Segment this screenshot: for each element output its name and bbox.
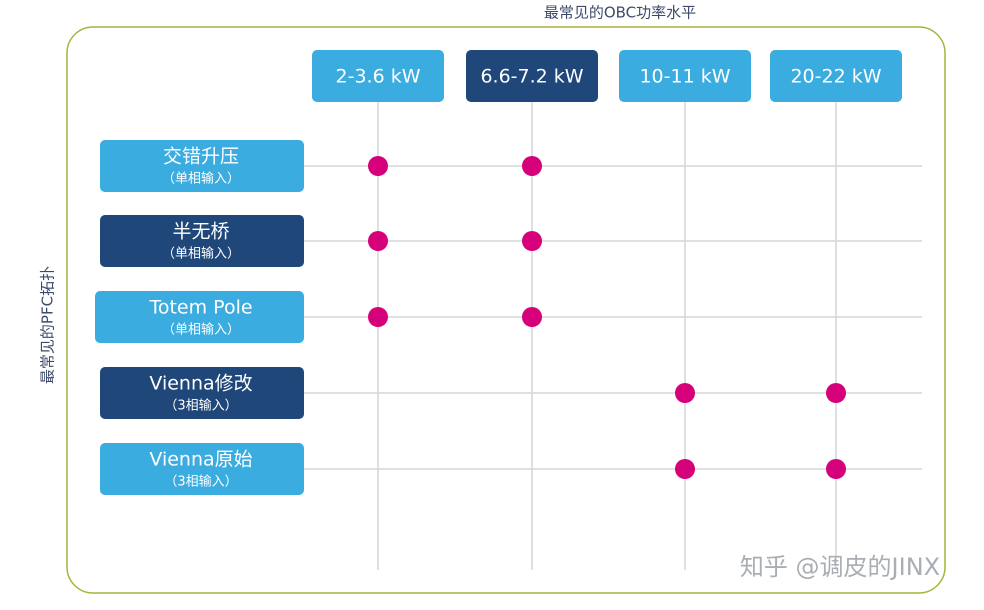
column-header [466, 50, 598, 102]
row-label: Vienna原始 [149, 449, 252, 471]
applicability-dot [368, 231, 388, 251]
frame [66, 26, 946, 594]
title: 最常见的OBC功率水平 [544, 4, 696, 22]
applicability-dot [826, 459, 846, 479]
applicability-dot [368, 156, 388, 176]
y-label: 最常见的PFC拓扑 [39, 266, 57, 384]
watermark: 知乎 @调皮的JINX [740, 553, 940, 581]
row-label: 半无桥 [172, 221, 229, 243]
row-header [100, 367, 304, 419]
row-sublabel: （单相输入） [162, 322, 240, 338]
applicability-dot [368, 307, 388, 327]
row-header [100, 215, 304, 267]
row-header [100, 140, 304, 192]
row-sublabel: （单相输入） [162, 246, 240, 262]
applicability-dot [675, 383, 695, 403]
row-sublabel: （3相输入） [164, 474, 237, 490]
row-label: Totem Pole [148, 297, 252, 319]
column-header [312, 50, 444, 102]
column-header [619, 50, 751, 102]
column-label: 20-22 kW [790, 66, 881, 88]
applicability-dot [675, 459, 695, 479]
applicability-dot [826, 383, 846, 403]
row-label: Vienna修改 [149, 373, 252, 395]
row-sublabel: （单相输入） [162, 171, 240, 187]
applicability-dot [522, 307, 542, 327]
column-label: 10-11 kW [639, 66, 730, 88]
row-header [95, 291, 304, 343]
applicability-dot [522, 156, 542, 176]
column-label: 2-3.6 kW [336, 66, 421, 88]
title-bg [520, 2, 720, 24]
applicability-dot [522, 231, 542, 251]
row-label: 交错升压 [163, 146, 239, 168]
column-header [770, 50, 902, 102]
row-header [100, 443, 304, 495]
column-label: 6.6-7.2 kW [480, 66, 583, 88]
row-sublabel: （3相输入） [164, 398, 237, 414]
